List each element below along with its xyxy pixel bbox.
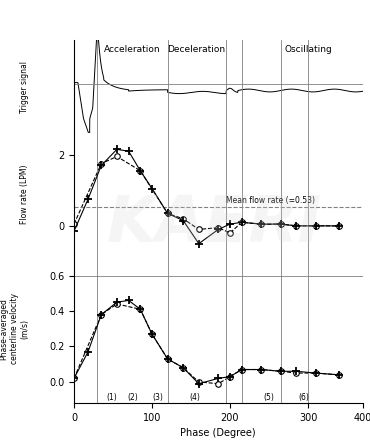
X-axis label: Phase (Degree): Phase (Degree) <box>181 428 256 439</box>
Text: (4): (4) <box>189 393 200 402</box>
Text: (5): (5) <box>263 393 275 402</box>
Text: Mean flow rate (=0.53): Mean flow rate (=0.53) <box>226 195 315 205</box>
Y-axis label: Phase-averaged
centerline velocity
(m/s): Phase-averaged centerline velocity (m/s) <box>0 293 29 364</box>
Y-axis label: Trigger signal: Trigger signal <box>20 61 29 113</box>
Text: (6): (6) <box>299 393 310 402</box>
Text: (1): (1) <box>106 393 117 402</box>
Text: KAERI: KAERI <box>107 193 322 255</box>
Text: Acceleration: Acceleration <box>104 44 161 54</box>
Y-axis label: Flow rate (LPM): Flow rate (LPM) <box>20 164 29 224</box>
Text: Deceleration: Deceleration <box>167 44 226 54</box>
Text: Oscillating: Oscillating <box>284 44 332 54</box>
Text: (2): (2) <box>127 393 138 402</box>
Text: (3): (3) <box>152 393 163 402</box>
